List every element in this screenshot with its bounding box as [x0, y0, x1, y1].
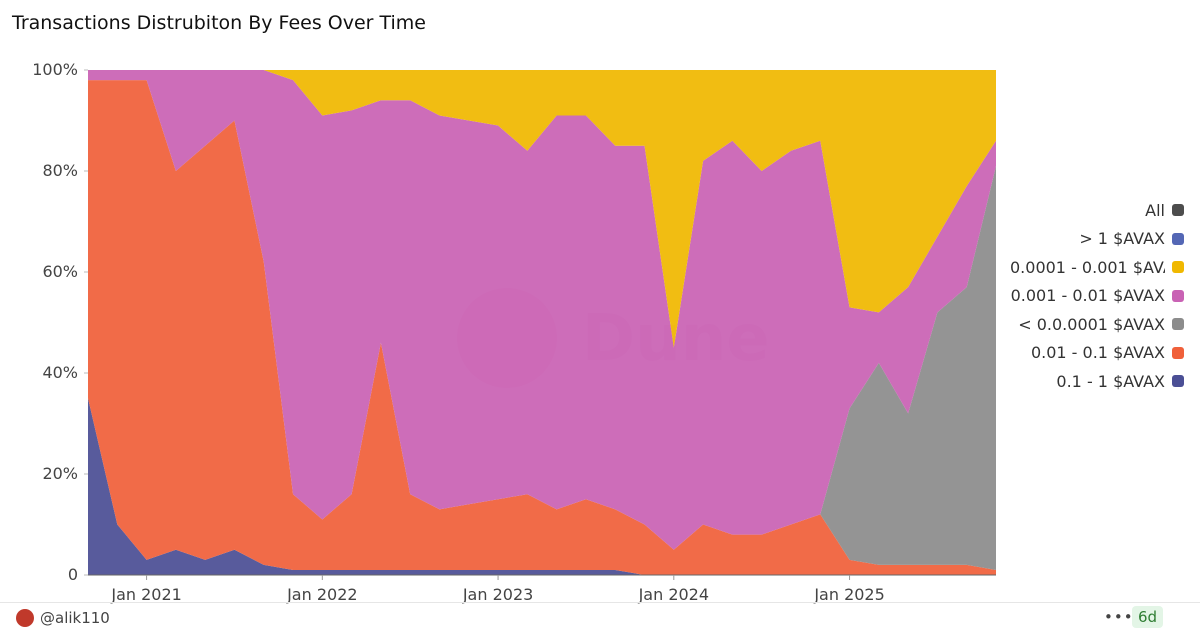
legend-label: 0.0001 - 0.001 $AVAX [1010, 257, 1165, 277]
x-tick-label: Jan 2021 [110, 585, 181, 604]
x-tick-label: Jan 2022 [286, 585, 357, 604]
legend-item[interactable]: > 1 $AVAX [999, 225, 1184, 254]
legend-label: 0.1 - 1 $AVAX [1056, 371, 1165, 391]
legend-item[interactable]: < 0.0.0001 $AVAX [999, 310, 1184, 339]
menu[interactable]: ••• [1104, 608, 1134, 626]
legend-label: 0.01 - 0.1 $AVAX [1030, 343, 1165, 363]
age-badge: 6d [1132, 606, 1164, 628]
legend-label: > 1 $AVAX [1079, 229, 1165, 249]
legend-swatch [1172, 318, 1184, 331]
x-tick-label: Jan 2025 [813, 585, 884, 604]
area [88, 80, 996, 575]
legend-swatch [1172, 204, 1184, 217]
area [88, 398, 996, 575]
legend-label: 0.001 - 0.01 $AVAX [1010, 286, 1165, 306]
legend-item[interactable]: 0.1 - 1 $AVAX [999, 367, 1184, 396]
y-tick-label: 60% [42, 262, 78, 281]
x-tick-label: Jan 2023 [462, 585, 533, 604]
y-tick-label: 40% [42, 363, 78, 382]
area [88, 70, 996, 550]
legend-item[interactable]: 0.0001 - 0.001 $AVAX [999, 253, 1184, 282]
user[interactable]: @alik110 [40, 609, 110, 627]
legend-swatch [1172, 232, 1184, 245]
y-tick-label: 20% [42, 464, 78, 483]
y-tick-label: 100% [32, 60, 78, 79]
y-tick-label: 80% [42, 161, 78, 180]
legend-swatch [1172, 375, 1184, 388]
area [88, 70, 996, 348]
x-tick-label: Jan 2024 [638, 585, 709, 604]
legend: All > 1 $AVAX 0.0001 - 0.001 $AVAX 0.001 - … [999, 196, 1184, 396]
area [88, 80, 996, 570]
legend-swatch [1172, 346, 1184, 359]
legend-item[interactable]: 0.001 - 0.01 $AVAX [999, 282, 1184, 311]
legend-swatch [1172, 261, 1184, 274]
y-tick-label: 0 [68, 565, 78, 584]
legend-item[interactable]: 0.01 - 0.1 $AVAX [999, 339, 1184, 368]
chart-title: Transactions Distrubiton By Fees Over Ti… [12, 12, 427, 34]
avatar [16, 609, 34, 627]
legend-item[interactable]: All [999, 196, 1184, 225]
legend-label: < 0.0.0001 $AVAX [1018, 314, 1165, 334]
legend-swatch [1172, 289, 1184, 302]
legend-label: All [1145, 200, 1165, 220]
footer: @alik110 ••• 6d [0, 602, 1200, 633]
